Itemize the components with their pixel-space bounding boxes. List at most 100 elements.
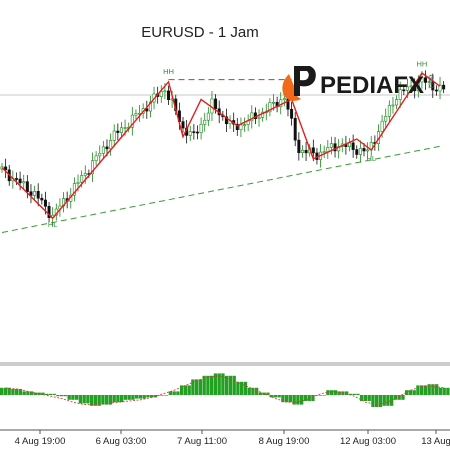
oscillator-bar bbox=[97, 395, 101, 406]
oscillator-bar bbox=[345, 391, 349, 395]
candle-body bbox=[25, 181, 29, 193]
candle-body bbox=[243, 124, 247, 126]
pediafx-logo-icon bbox=[282, 66, 316, 101]
oscillator-bar bbox=[116, 395, 120, 403]
oscillator-bar bbox=[341, 391, 345, 395]
oscillator-bar bbox=[281, 395, 285, 403]
oscillator-bar bbox=[307, 395, 311, 401]
candle-body bbox=[402, 89, 406, 92]
oscillator-bar bbox=[165, 395, 169, 396]
annotation-label: HL bbox=[366, 154, 376, 163]
oscillator-bar bbox=[206, 375, 210, 395]
oscillator-bar bbox=[210, 375, 214, 395]
oscillator-bar bbox=[37, 392, 41, 395]
price-panel: HH HL HL HH bbox=[0, 59, 450, 233]
oscillator-bar bbox=[202, 375, 206, 395]
chart-title: EURUSD - 1 Jam bbox=[141, 24, 259, 41]
oscillator-bar bbox=[255, 387, 259, 395]
oscillator-bar bbox=[300, 395, 304, 405]
candle-body bbox=[134, 113, 138, 116]
oscillator-bar bbox=[236, 381, 240, 395]
candle-body bbox=[311, 147, 315, 154]
candle-body bbox=[14, 178, 18, 180]
candle-body bbox=[362, 148, 366, 152]
candle-body bbox=[43, 199, 47, 207]
oscillator-bar bbox=[131, 395, 135, 400]
oscillator-bar bbox=[431, 384, 435, 395]
candle-body bbox=[91, 160, 95, 175]
oscillator-bar bbox=[176, 391, 180, 395]
oscillator-bar bbox=[123, 395, 128, 400]
candle-body bbox=[199, 123, 203, 134]
candle-body bbox=[192, 131, 196, 133]
oscillator-bar bbox=[270, 395, 274, 398]
oscillator-bar bbox=[303, 395, 308, 401]
candle-body bbox=[322, 151, 326, 153]
candle-body bbox=[304, 149, 308, 154]
oscillator-bar bbox=[277, 395, 281, 398]
oscillator-bar bbox=[67, 395, 71, 400]
candle-body bbox=[380, 120, 384, 132]
oscillator-bar bbox=[363, 395, 368, 401]
oscillator-bar bbox=[187, 385, 191, 395]
oscillator-bar bbox=[82, 395, 86, 404]
oscillator-signal-line bbox=[5, 375, 445, 406]
oscillator-bar bbox=[183, 385, 188, 395]
watermark-side-text: .COM bbox=[430, 74, 436, 90]
oscillator-bar bbox=[318, 395, 323, 396]
watermark-brand: PEDIAFX bbox=[320, 72, 424, 99]
candle-body bbox=[395, 99, 399, 106]
oscillator-bar bbox=[442, 387, 446, 395]
oscillator-bar bbox=[93, 395, 98, 406]
x-tick-label: 8 Aug 19:00 bbox=[259, 436, 310, 447]
candle-body bbox=[413, 85, 417, 92]
candle-body bbox=[398, 89, 402, 100]
candle-body bbox=[206, 112, 210, 121]
candle-body bbox=[268, 102, 272, 113]
candle-body bbox=[195, 131, 199, 134]
candle-body bbox=[109, 140, 113, 150]
oscillator-bar bbox=[86, 395, 90, 404]
candle-body bbox=[358, 148, 362, 155]
candle-body bbox=[384, 115, 388, 122]
oscillator-bar bbox=[330, 390, 334, 395]
candle-body bbox=[29, 191, 33, 196]
candle-body bbox=[424, 77, 428, 83]
oscillator-bar bbox=[401, 395, 405, 400]
oscillator-bar bbox=[258, 392, 263, 395]
oscillator-bar bbox=[15, 389, 19, 395]
oscillator-bar bbox=[427, 384, 431, 395]
oscillator-bar bbox=[146, 395, 150, 398]
x-tick-label: 12 Aug 03:00 bbox=[340, 436, 396, 447]
candle-body bbox=[181, 121, 185, 129]
oscillator-bar bbox=[435, 384, 439, 395]
candle-body bbox=[351, 142, 355, 150]
oscillator-bar bbox=[360, 395, 364, 401]
oscillator-bar bbox=[285, 395, 289, 403]
oscillator-bar bbox=[0, 387, 4, 395]
zigzag-line bbox=[1, 72, 441, 220]
oscillator-bar bbox=[288, 395, 293, 403]
oscillator-bar bbox=[333, 390, 338, 395]
oscillator-bar bbox=[172, 391, 176, 395]
candle-body bbox=[76, 182, 80, 184]
candle-body bbox=[290, 108, 294, 119]
candle-body bbox=[159, 91, 163, 97]
annotations: HH HL HL HH bbox=[48, 59, 427, 229]
oscillator-bar bbox=[142, 395, 146, 399]
oscillator-bar bbox=[397, 395, 401, 400]
oscillator-panel bbox=[0, 373, 450, 407]
watermark: PEDIAFX .COM bbox=[282, 66, 436, 101]
candle-body bbox=[391, 104, 395, 107]
oscillator-bar bbox=[41, 392, 45, 395]
oscillator-bar bbox=[217, 373, 221, 395]
candle-body bbox=[72, 183, 76, 196]
oscillator-bar bbox=[251, 387, 255, 395]
candle-body bbox=[355, 149, 359, 155]
oscillator-bar bbox=[60, 395, 64, 397]
candle-body bbox=[271, 101, 275, 104]
oscillator-bar bbox=[292, 395, 296, 405]
candle-body bbox=[163, 90, 167, 93]
oscillator-bar bbox=[150, 395, 154, 398]
oscillator-bar bbox=[423, 385, 428, 395]
